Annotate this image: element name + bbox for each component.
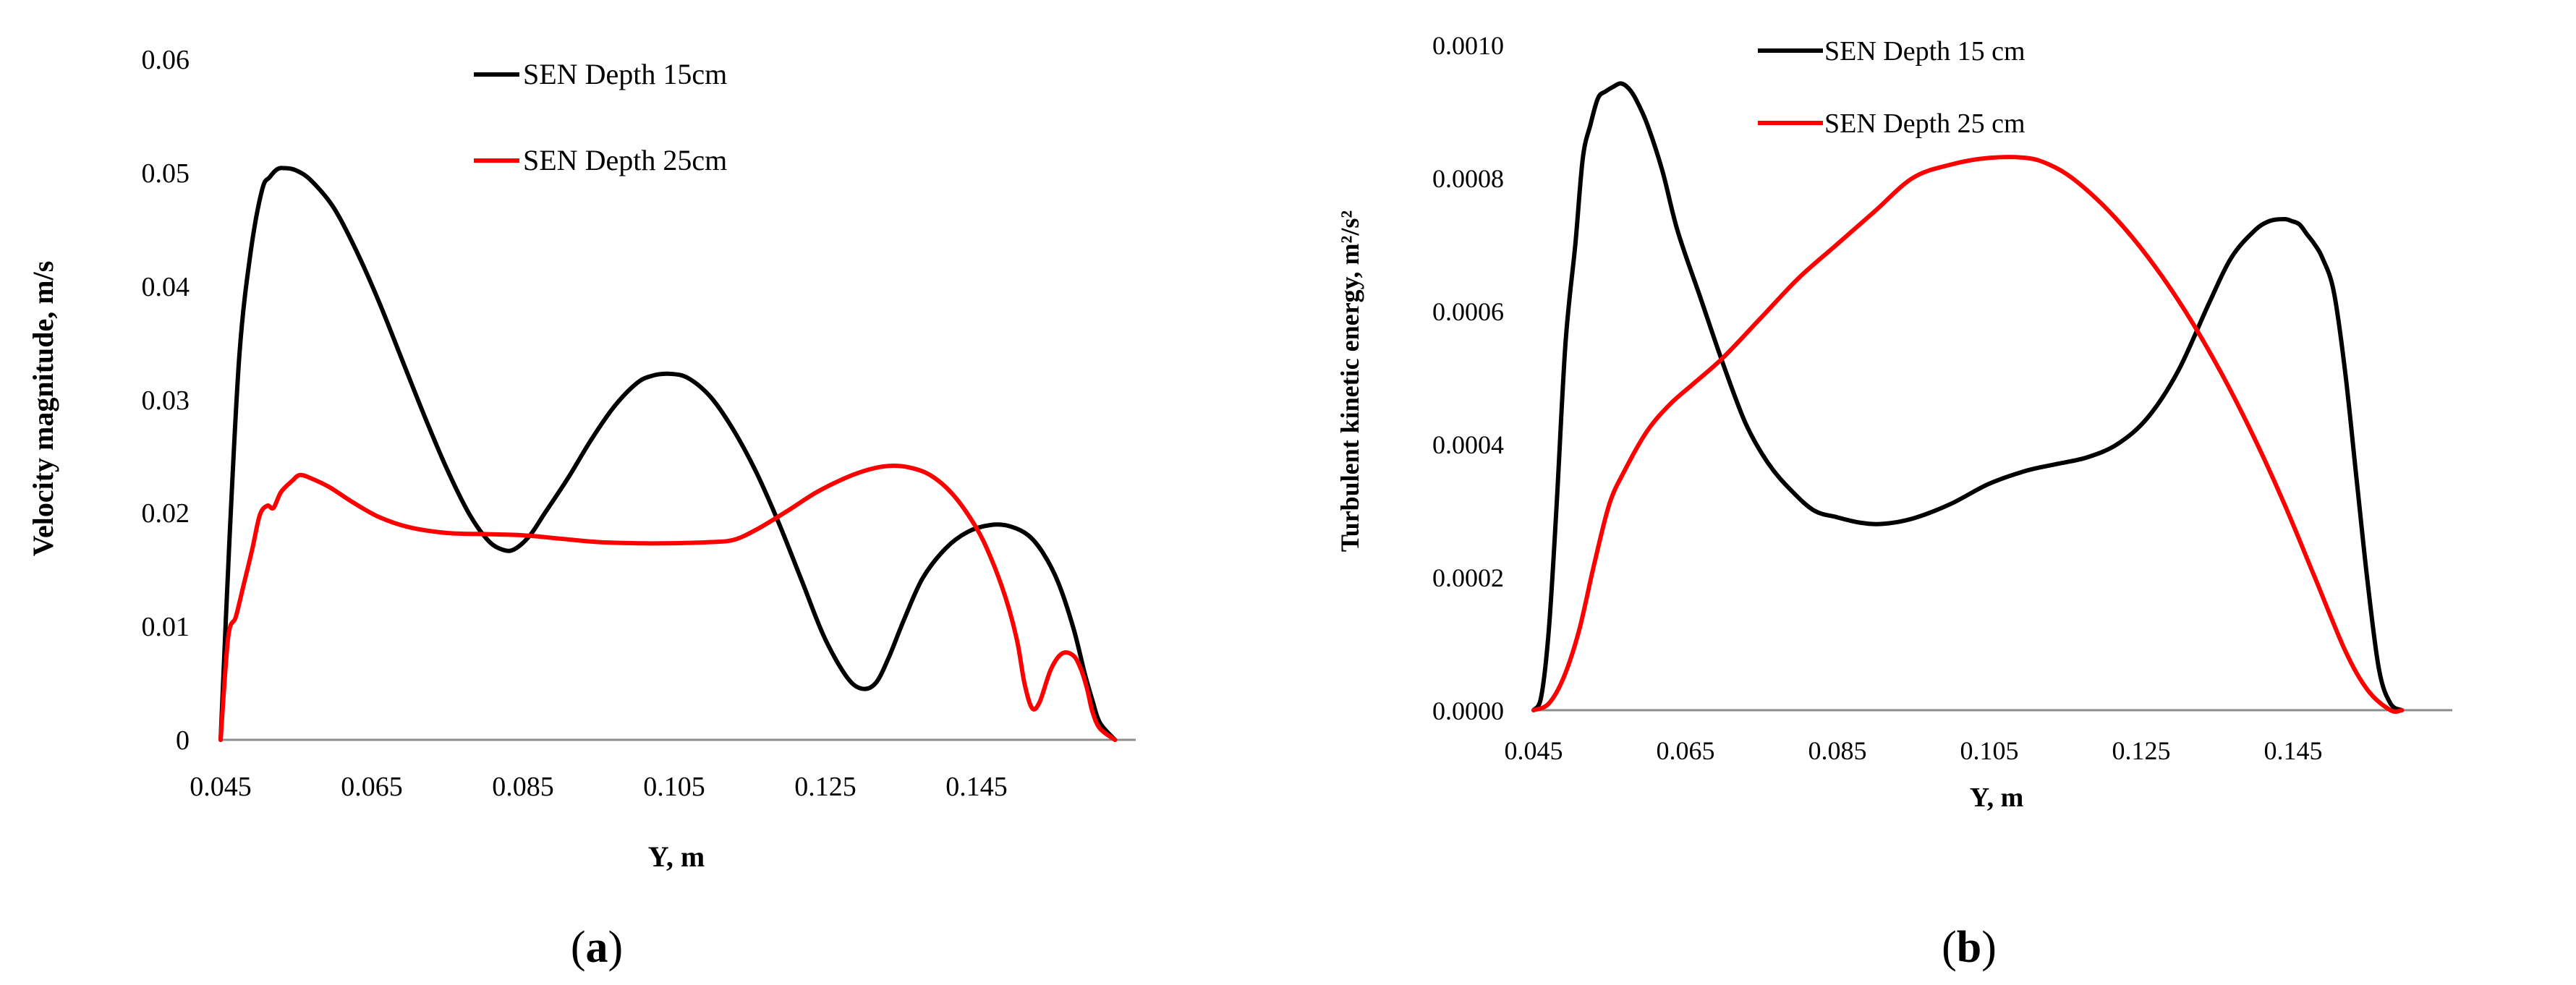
panel-a-y-tick-label: 0.05 [142, 158, 190, 189]
panel-a-y-tick-label: 0.02 [142, 498, 190, 529]
panel-b-x-axis-label: Y, m [1970, 783, 2024, 813]
panel-a-y-tick-labels: 0.06 0.05 0.04 0.03 0.02 0.01 0 [142, 45, 190, 756]
panel-a-x-tick-label: 0.065 [341, 772, 403, 802]
panel-b-x-tick-label: 0.145 [2264, 736, 2323, 765]
panel-b-caption-letter: b [1957, 923, 1981, 972]
panel-b-x-tick-label: 0.065 [1657, 736, 1715, 765]
panel-a-x-tick-label: 0.105 [643, 772, 705, 802]
panel-a-legend: SEN Depth 15cm SEN Depth 25cm [474, 58, 727, 176]
panel-b-y-tick-label: 0.0002 [1432, 563, 1504, 592]
legend-label-sen-25-cm: SEN Depth 25 cm [1824, 108, 2025, 139]
panel-b-x-tick-label: 0.105 [1960, 736, 2019, 765]
panel-a-x-tick-label: 0.125 [794, 772, 856, 802]
series-line-sen-depth-15-cm [1531, 81, 2405, 712]
panel-a-caption-letter: a [586, 923, 608, 972]
panel-b-y-tick-label: 0.0004 [1432, 430, 1504, 459]
panel-b-x-tick-label: 0.125 [2112, 736, 2171, 765]
legend-label-sen-15cm: SEN Depth 15cm [523, 58, 727, 90]
series-line-sen-depth-25cm [218, 463, 1118, 742]
panel-b-y-tick-label: 0.0010 [1432, 31, 1504, 60]
panel-a-y-tick-label: 0.06 [142, 45, 190, 75]
panel-b-y-tick-label: 0.0006 [1432, 297, 1504, 326]
panel-b-caption: (b) [1942, 923, 1997, 972]
panel-b-plot-lines [1531, 81, 2405, 715]
series-line-sen-depth-15cm [218, 166, 1118, 742]
panel-b-y-tick-label: 0.0008 [1432, 164, 1504, 193]
panel-b-y-tick-labels: 0.0010 0.0008 0.0006 0.0004 0.0002 0.000… [1432, 31, 1504, 725]
legend-label-sen-25cm: SEN Depth 25cm [523, 144, 727, 176]
panel-b-y-tick-label: 0.0000 [1432, 696, 1504, 725]
series-line-sen-depth-25-cm [1531, 155, 2405, 715]
panel-a-y-tick-label: 0 [176, 725, 190, 756]
panel-a-y-tick-label: 0.01 [142, 612, 190, 642]
panel-a-x-axis-label: Y, m [648, 840, 705, 873]
panel-b-x-tick-label: 0.085 [1808, 736, 1867, 765]
panel-b-tke-chart: 0.0010 0.0008 0.0006 0.0004 0.0002 0.000… [1335, 31, 2452, 972]
panel-a-x-tick-label: 0.045 [190, 772, 252, 802]
panel-a-velocity-chart: 0.06 0.05 0.04 0.03 0.02 0.01 0 0.045 0.… [27, 45, 1136, 972]
panel-a-x-tick-label: 0.085 [492, 772, 554, 802]
panel-a-y-tick-label: 0.04 [142, 272, 190, 302]
panel-a-caption: (a) [571, 923, 623, 972]
panel-a-y-axis-label: Velocity magnitude, m/s [27, 261, 59, 557]
panel-b-legend: SEN Depth 15 cm SEN Depth 25 cm [1758, 36, 2025, 139]
panel-a-x-tick-label: 0.145 [945, 772, 1008, 802]
legend-label-sen-15-cm: SEN Depth 15 cm [1824, 36, 2025, 67]
panel-a-plot-lines [218, 166, 1118, 742]
panel-a-x-tick-labels: 0.045 0.065 0.085 0.105 0.125 0.145 [190, 772, 1008, 802]
panel-b-y-axis-label: Turbulent kinetic energy, m²/s² [1335, 210, 1364, 552]
panel-a-y-tick-label: 0.03 [142, 385, 190, 416]
panel-b-x-tick-label: 0.045 [1505, 736, 1563, 765]
panel-b-x-tick-labels: 0.045 0.065 0.085 0.105 0.125 0.145 [1505, 736, 2323, 765]
